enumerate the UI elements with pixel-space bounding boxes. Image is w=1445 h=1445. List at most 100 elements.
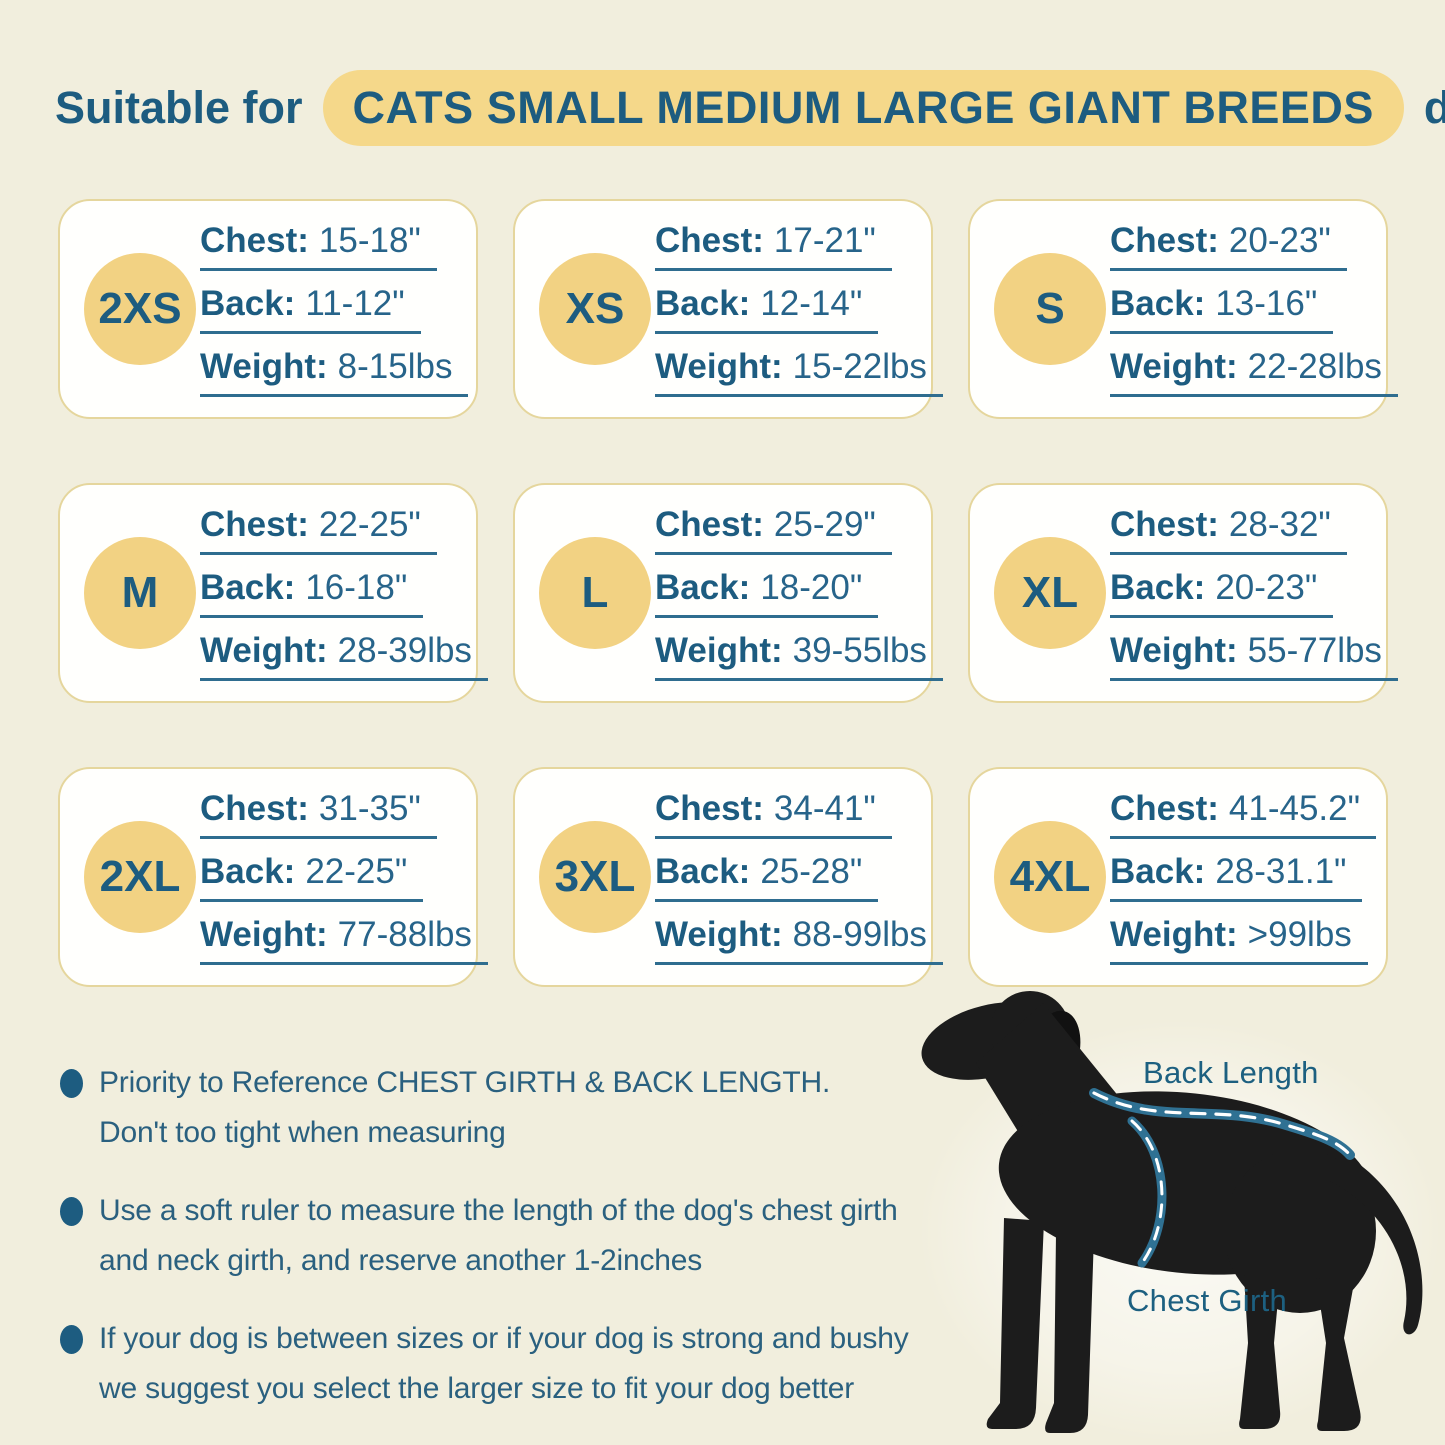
spec-back: Back: 20-23" — [1110, 568, 1334, 618]
spec-chest-value: 17-21" — [773, 221, 876, 260]
dog-silhouette — [918, 991, 1442, 1443]
spec-back-label: Back: — [1110, 568, 1206, 607]
spec-weight-label: Weight: — [655, 347, 783, 386]
spec-chest-label: Chest: — [655, 505, 764, 544]
spec-back-value: 22-25" — [305, 852, 408, 891]
note-line: Priority to Reference CHEST GIRTH & BACK… — [99, 1066, 831, 1099]
note-line: we suggest you select the larger size to… — [99, 1372, 855, 1405]
spec-back: Back: 28-31.1" — [1110, 852, 1363, 902]
note-item: Priority to Reference CHEST GIRTH & BACK… — [60, 1058, 909, 1158]
spec-chest-value: 25-29" — [773, 505, 876, 544]
page-title: Suitable for CATS SMALL MEDIUM LARGE GIA… — [55, 70, 1445, 146]
spec-back-label: Back: — [655, 852, 751, 891]
spec-weight: Weight: 39-55lbs — [655, 631, 943, 681]
spec-weight-label: Weight: — [200, 631, 328, 670]
spec-chest-value: 41-45.2" — [1228, 789, 1361, 828]
spec-weight: Weight: >99lbs — [1110, 915, 1368, 965]
spec-weight-label: Weight: — [200, 915, 328, 954]
note-text: If your dog is between sizes or if your … — [99, 1314, 909, 1414]
spec-chest-value: 20-23" — [1228, 221, 1331, 260]
size-card-xl: XL Chest: 28-32" Back: 20-23" Weight: 55-77… — [968, 483, 1398, 703]
spec-weight-value: 88-99lbs — [792, 915, 927, 954]
spec-weight: Weight: 88-99lbs — [655, 915, 943, 965]
size-badge: 2XS — [84, 253, 196, 365]
bullet-icon — [60, 1069, 83, 1098]
spec-back-label: Back: — [655, 568, 751, 607]
spec-back-label: Back: — [200, 568, 296, 607]
size-badge: 4XL — [994, 821, 1106, 933]
spec-back-value: 13-16" — [1215, 284, 1318, 323]
bullet-icon — [60, 1197, 83, 1226]
note-text: Priority to Reference CHEST GIRTH & BACK… — [99, 1058, 830, 1158]
spec-back-label: Back: — [200, 284, 296, 323]
note-item: If your dog is between sizes or if your … — [60, 1314, 909, 1414]
spec-back: Back: 22-25" — [200, 852, 424, 902]
spec-back: Back: 11-12" — [200, 284, 421, 334]
dog-body-shape — [921, 991, 1423, 1433]
note-line: Use a soft ruler to measure the length o… — [99, 1194, 898, 1227]
size-card-3xl: 3XL Chest: 34-41" Back: 25-28" Weight: 88-9… — [513, 767, 943, 987]
spec-weight-value: 77-88lbs — [337, 915, 472, 954]
spec-back-label: Back: — [1110, 284, 1206, 323]
spec-back-value: 16-18" — [305, 568, 408, 607]
spec-chest: Chest: 22-25" — [200, 505, 437, 555]
back-length-label: Back Length — [1143, 1055, 1319, 1090]
spec-back-label: Back: — [655, 284, 751, 323]
spec-weight-value: 22-28lbs — [1247, 347, 1382, 386]
back-length-measure-line — [1089, 1088, 1355, 1160]
spec-back: Back: 18-20" — [655, 568, 879, 618]
note-line: Don't too tight when measuring — [99, 1116, 506, 1149]
size-badge: 2XL — [84, 821, 196, 933]
spec-chest-label: Chest: — [200, 789, 309, 828]
spec-weight-label: Weight: — [655, 915, 783, 954]
spec-chest: Chest: 31-35" — [200, 789, 437, 839]
spec-back-value: 20-23" — [1215, 568, 1318, 607]
spec-back-value: 12-14" — [760, 284, 863, 323]
spec-back: Back: 13-16" — [1110, 284, 1334, 334]
spec-weight-value: >99lbs — [1247, 915, 1352, 954]
size-badge: S — [994, 253, 1106, 365]
size-badge: M — [84, 537, 196, 649]
size-specs: Chest: 20-23" Back: 13-16" Weight: 22-28lbs — [1110, 221, 1398, 397]
spec-back-label: Back: — [1110, 852, 1206, 891]
spec-chest-label: Chest: — [655, 221, 764, 260]
size-specs: Chest: 25-29" Back: 18-20" Weight: 39-55lbs — [655, 505, 943, 681]
note-item: Use a soft ruler to measure the length o… — [60, 1186, 909, 1286]
spec-chest: Chest: 34-41" — [655, 789, 892, 839]
spec-chest-label: Chest: — [200, 505, 309, 544]
spec-weight-label: Weight: — [1110, 915, 1238, 954]
spec-weight: Weight: 55-77lbs — [1110, 631, 1398, 681]
spec-weight-label: Weight: — [1110, 631, 1238, 670]
bullet-icon — [60, 1325, 83, 1354]
spec-back-label: Back: — [200, 852, 296, 891]
spec-back: Back: 16-18" — [200, 568, 424, 618]
spec-weight-value: 28-39lbs — [337, 631, 472, 670]
size-specs: Chest: 15-18" Back: 11-12" Weight: 8-15lbs — [200, 221, 469, 397]
spec-chest-value: 31-35" — [318, 789, 421, 828]
spec-chest-label: Chest: — [1110, 505, 1219, 544]
spec-weight-label: Weight: — [200, 347, 328, 386]
size-badge: 3XL — [539, 821, 651, 933]
spec-chest: Chest: 25-29" — [655, 505, 892, 555]
spec-weight: Weight: 28-39lbs — [200, 631, 488, 681]
spec-chest: Chest: 41-45.2" — [1110, 789, 1377, 839]
spec-weight: Weight: 77-88lbs — [200, 915, 488, 965]
size-card-l: L Chest: 25-29" Back: 18-20" Weight: 39-55l… — [513, 483, 943, 703]
note-line: and neck girth, and reserve another 1-2i… — [99, 1244, 703, 1277]
size-specs: Chest: 41-45.2" Back: 28-31.1" Weight: >99l… — [1110, 789, 1377, 965]
spec-chest-value: 34-41" — [773, 789, 876, 828]
chest-girth-label: Chest Girth — [1127, 1283, 1288, 1318]
size-card-s: S Chest: 20-23" Back: 13-16" Weight: 22-28l… — [968, 199, 1398, 419]
note-line: If your dog is between sizes or if your … — [99, 1322, 909, 1355]
spec-weight: Weight: 22-28lbs — [1110, 347, 1398, 397]
size-card-2xl: 2XL Chest: 31-35" Back: 22-25" Weight: 77-8… — [58, 767, 488, 987]
title-suffix: dogs — [1423, 82, 1445, 133]
spec-chest-value: 28-32" — [1228, 505, 1331, 544]
spec-chest: Chest: 28-32" — [1110, 505, 1347, 555]
spec-weight-value: 39-55lbs — [792, 631, 927, 670]
spec-back: Back: 12-14" — [655, 284, 879, 334]
spec-chest-label: Chest: — [655, 789, 764, 828]
measuring-notes: Priority to Reference CHEST GIRTH & BACK… — [60, 1058, 909, 1414]
spec-weight: Weight: 15-22lbs — [655, 347, 943, 397]
spec-chest-label: Chest: — [200, 221, 309, 260]
